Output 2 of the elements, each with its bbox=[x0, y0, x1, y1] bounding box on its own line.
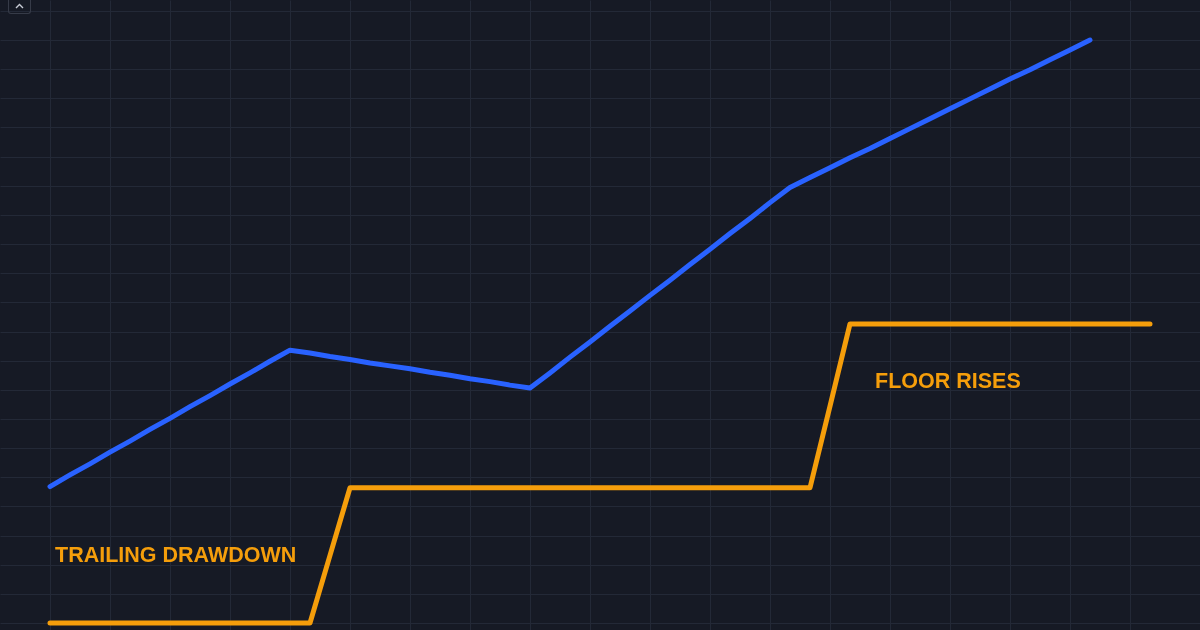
annotation: TRAILING DRAWDOWN bbox=[55, 543, 297, 567]
annotation: FLOOR RISES bbox=[875, 369, 1021, 393]
